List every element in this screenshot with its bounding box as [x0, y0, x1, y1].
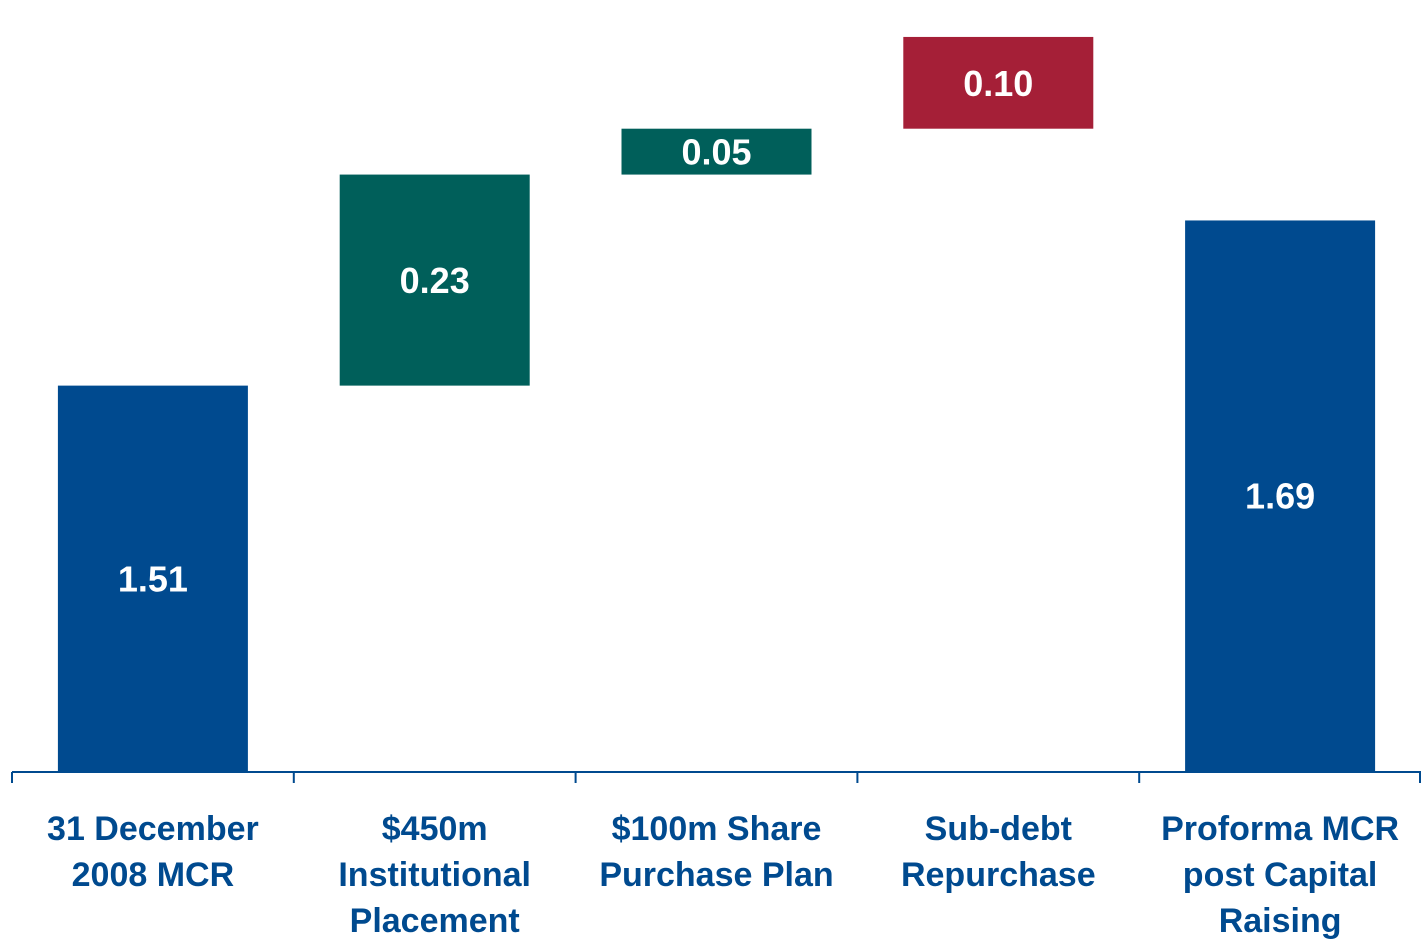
- category-label-4: Sub-debt Repurchase: [900, 810, 1096, 894]
- bar-1: [57, 385, 248, 771]
- category-label-1: 31 December 2008 MCR: [47, 810, 259, 894]
- x-axis: [11, 771, 1421, 783]
- value-label-2: 0.23: [400, 260, 470, 301]
- bar-5: [1185, 220, 1376, 772]
- value-label-5: 1.69: [1245, 476, 1315, 517]
- category-label-5: Proforma MCR post Capital Raising: [1161, 810, 1400, 940]
- value-label-3: 0.05: [681, 132, 751, 173]
- bar-3: [621, 128, 812, 175]
- value-label-4: 0.10: [963, 63, 1033, 104]
- value-label-1: 1.51: [118, 558, 188, 599]
- category-label-3: $100m Share Purchase Plan: [599, 810, 834, 894]
- bar-4: [903, 36, 1094, 129]
- category-label-2: $450m Institutional Placement: [338, 810, 532, 940]
- bars-group: 1.51 0.23 0.05 0.10 1.69: [57, 36, 1376, 772]
- bar-2: [339, 174, 530, 386]
